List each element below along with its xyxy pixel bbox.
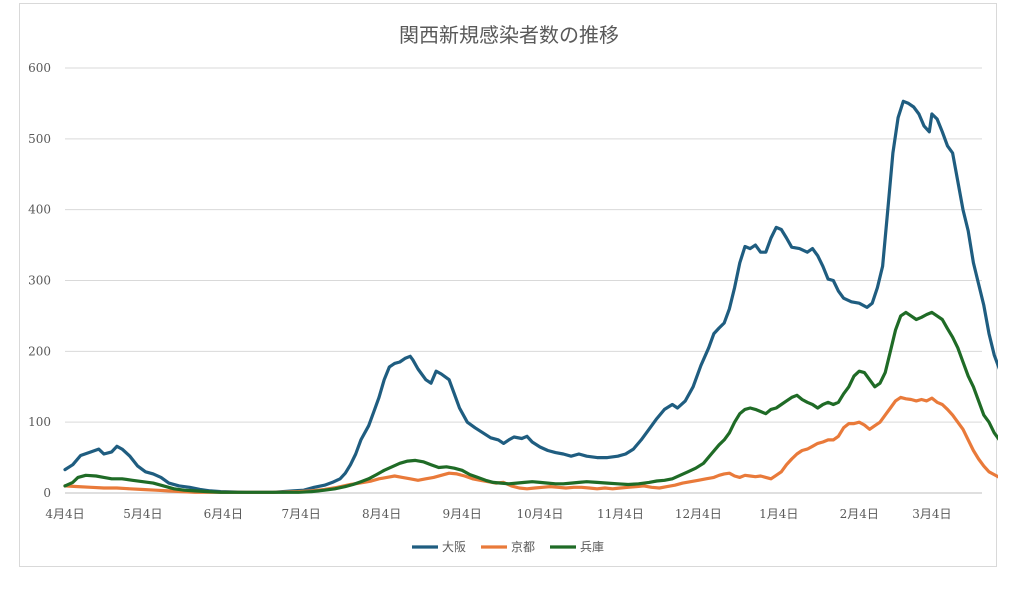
x-tick-label: 11月4日 xyxy=(597,507,644,521)
grid-lines xyxy=(65,67,982,494)
x-tick-label: 6月4日 xyxy=(204,507,243,521)
x-axis-ticks: 4月4日 5月4日 6月4日 7月4日 8月4日 9月4日 10月4日 11月4日 12月4日 1… xyxy=(45,507,951,521)
x-tick-label: 1月4日 xyxy=(759,507,798,521)
series-line-0 xyxy=(63,99,998,494)
x-tick-label: 3月4日 xyxy=(912,507,951,521)
x-tick-label: 7月4日 xyxy=(282,507,321,521)
x-tick-label: 5月4日 xyxy=(123,507,162,521)
x-tick-label: 10月4日 xyxy=(517,507,564,521)
legend-label-0: 大阪 xyxy=(442,540,466,554)
y-axis-ticks: 0 100 200 300 400 500 600 xyxy=(28,61,51,500)
y-tick-label: 400 xyxy=(28,203,51,217)
chart-frame: 関西新規感染者数の推移 0 100 200 300 400 500 600 4月4日 5月4日… xyxy=(19,3,998,567)
x-tick-label: 12月4日 xyxy=(675,507,722,521)
y-tick-label: 0 xyxy=(43,486,51,500)
y-tick-label: 500 xyxy=(28,132,51,146)
x-tick-label: 2月4日 xyxy=(840,507,879,521)
y-tick-label: 300 xyxy=(28,274,51,288)
x-tick-label: 9月4日 xyxy=(442,507,481,521)
legend-label-1: 京都 xyxy=(511,540,535,554)
chart-title: 関西新規感染者数の推移 xyxy=(399,23,619,47)
series-line-1 xyxy=(63,395,998,494)
line-chart: 関西新規感染者数の推移 0 100 200 300 400 500 600 4月4日 5月4日… xyxy=(28,23,998,554)
y-tick-label: 600 xyxy=(28,61,51,75)
series-line-2 xyxy=(63,310,998,494)
x-tick-label: 8月4日 xyxy=(362,507,401,521)
y-tick-label: 200 xyxy=(28,344,51,358)
legend-label-2: 兵庫 xyxy=(580,540,604,554)
y-tick-label: 100 xyxy=(28,415,51,429)
x-tick-label: 4月4日 xyxy=(45,507,84,521)
series-lines xyxy=(63,99,998,494)
legend: 大阪 京都 兵庫 xyxy=(412,540,604,554)
